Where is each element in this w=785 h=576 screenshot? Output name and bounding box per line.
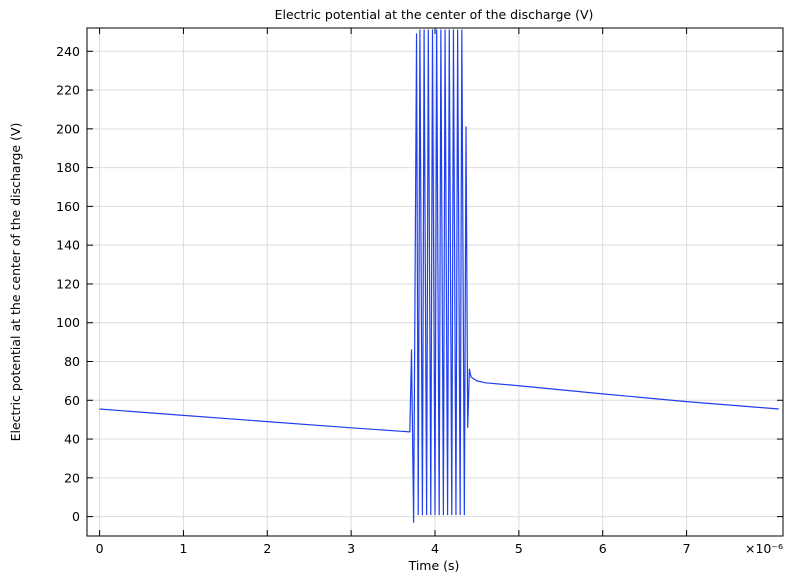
chart-title: Electric potential at the center of the … [275,7,594,22]
y-tick-label: 140 [56,238,80,253]
y-tick-label: 160 [56,199,80,214]
x-tick-label: 6 [599,541,607,556]
y-tick-label: 60 [64,393,80,408]
x-tick-label: 7 [683,541,691,556]
y-tick-label: 20 [64,470,80,485]
x-tick-label: 1 [179,541,187,556]
y-tick-label: 240 [56,44,80,59]
y-tick-label: 80 [64,354,80,369]
y-tick-label: 200 [56,121,80,136]
x-tick-label: 5 [515,541,523,556]
y-axis-label: Electric potential at the center of the … [8,123,23,442]
x-axis-label: Time (s) [408,558,460,573]
y-tick-label: 120 [56,276,80,291]
y-tick-label: 180 [56,160,80,175]
x-tick-label: 3 [347,541,355,556]
plot-lines [99,29,779,524]
series-line-1 [99,29,779,524]
x-tick-label: 4 [431,541,439,556]
x-tick-label: 2 [263,541,271,556]
y-axis-ticks: 0 20 40 60 80 100 120 140 160 180 200 220 240 [56,44,783,524]
x-axis-multiplier: ×10⁻⁶ [745,541,783,556]
x-axis-ticks: 0 1 2 3 4 5 6 7 [96,28,691,556]
y-tick-label: 40 [64,432,80,447]
x-tick-label: 0 [96,541,104,556]
y-tick-label: 100 [56,315,80,330]
y-tick-label: 0 [72,509,80,524]
y-tick-label: 220 [56,83,80,98]
